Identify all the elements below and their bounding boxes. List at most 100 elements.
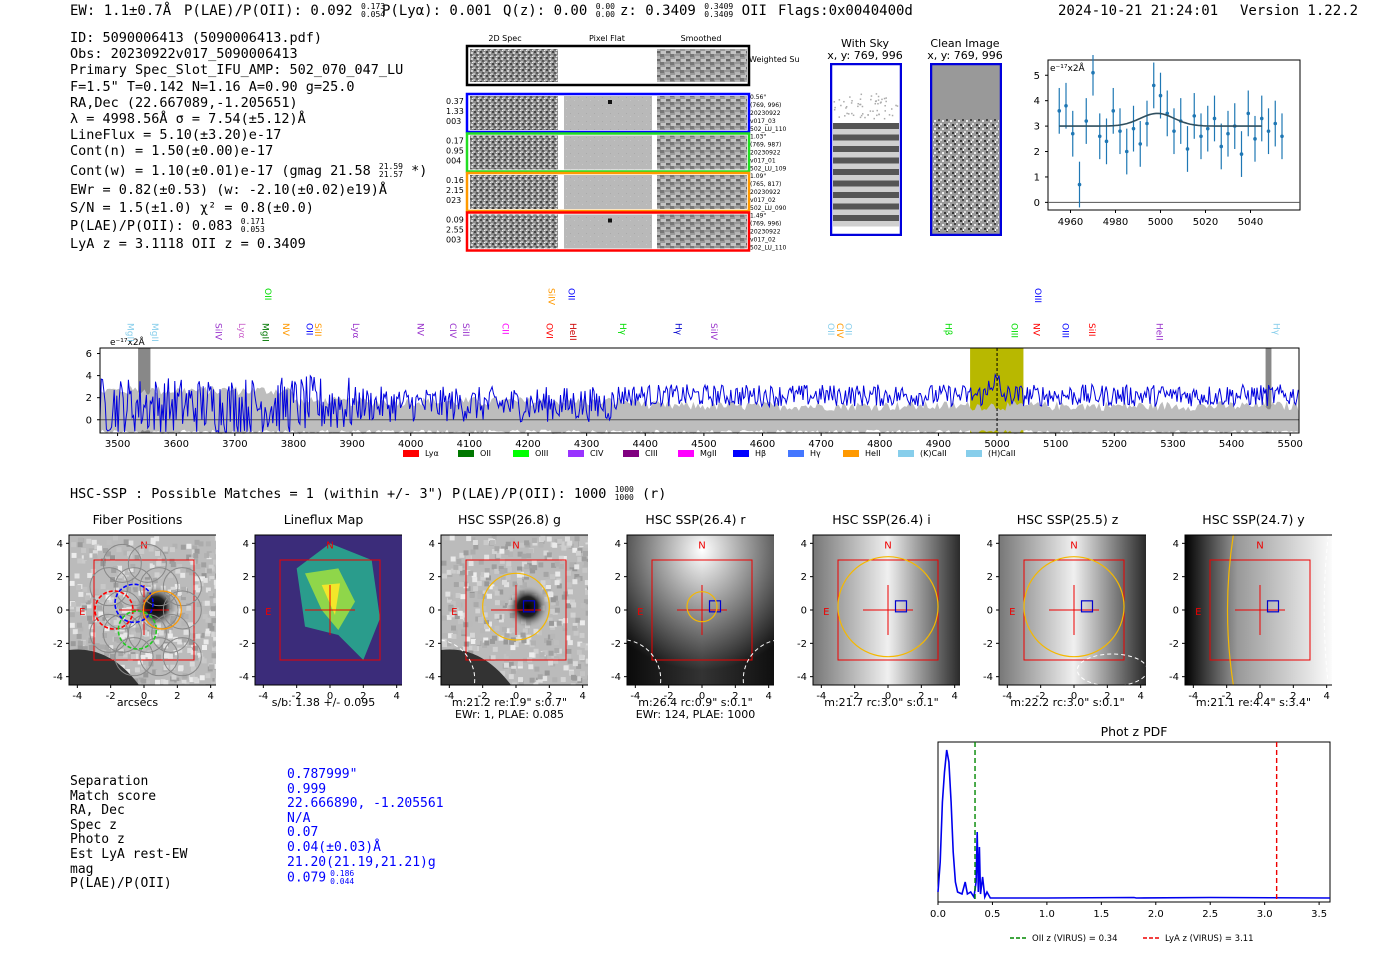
- cutout-noise: [507, 546, 513, 552]
- cutout-noise: [72, 629, 78, 635]
- cutout-noise: [570, 683, 576, 685]
- cutout-noise: [477, 590, 483, 596]
- cutout-noise: [140, 654, 146, 660]
- cutout-noise: [500, 600, 506, 606]
- cutout-noise: [455, 592, 461, 598]
- cutout-noise: [160, 679, 166, 685]
- stamp-left-label: 0.37: [446, 97, 464, 106]
- cutout-noise: [499, 613, 505, 619]
- full-xtick-label: 5000: [984, 439, 1009, 450]
- cutout-noise: [106, 540, 112, 546]
- cutout-noise: [478, 559, 484, 565]
- cutout-noise: [537, 677, 543, 683]
- cutout-y-image: N E -4 -4 -2 -2 0 0 2 2 4 4: [1169, 534, 1332, 702]
- cutout-noise: [195, 563, 201, 569]
- stamp-right-label: 20230922: [750, 110, 781, 117]
- spectral-line-label: Lyα: [236, 323, 246, 339]
- cutout-fiber-image: N E -4 -4 -2 -2 0 0 2 2 4 4: [53, 534, 216, 702]
- full-spectrum-plot: 0 2 4 6 3500 3600 3700 3800 3900 4000 4100 4200 4300…: [86, 288, 1303, 458]
- sky-speck: [884, 110, 886, 112]
- cutout-noise: [201, 573, 207, 579]
- cutout-title: HSC SSP(26.4) r: [645, 512, 746, 527]
- cutout-noise: [491, 535, 497, 541]
- cutout-noise: [94, 544, 100, 550]
- cutout-noise: [533, 680, 539, 685]
- cutout-noise: [114, 627, 120, 633]
- north-label: N: [884, 540, 891, 551]
- cutout-noise: [566, 603, 572, 609]
- cutout-noise: [548, 660, 554, 666]
- cutout-noise: [580, 603, 586, 609]
- sky-speck: [885, 97, 887, 99]
- cutout-noise: [105, 551, 111, 557]
- cutout-noise: [123, 539, 129, 545]
- match-box: [1266, 600, 1280, 613]
- legend-label: (H)CaII: [988, 449, 1015, 458]
- cutout-noise: [582, 567, 588, 573]
- cutout-ytick-label: -2: [797, 639, 807, 650]
- stamp-right-label: 502_LU_109: [750, 166, 787, 173]
- info-plae-hi: 0.171: [240, 217, 265, 227]
- cutout-noise: [569, 562, 575, 568]
- full-xtick-label: 3600: [163, 439, 188, 450]
- cutout-noise: [500, 670, 506, 676]
- spectral-line-label: CIV: [834, 323, 844, 339]
- cutout-dark-corner: [441, 649, 511, 685]
- cutout-noise: [454, 607, 460, 613]
- east-label: E: [1195, 607, 1201, 618]
- sky-speck: [884, 104, 886, 107]
- east-label: E: [265, 607, 271, 618]
- north-label: N: [512, 540, 519, 551]
- cutout-noise: [465, 569, 471, 575]
- cutout-noise: [584, 580, 588, 586]
- cutout-noise: [170, 562, 176, 568]
- zoom-point: [1192, 114, 1197, 118]
- match-box: [894, 600, 908, 613]
- match-value-text: 0.04(±0.03)Å: [287, 839, 381, 855]
- cutout-noise: [71, 542, 77, 548]
- cutout-noise: [69, 580, 75, 586]
- cutout-noise: [504, 632, 510, 638]
- spectral-line-marker: CIV: [834, 323, 844, 339]
- north-label: N: [326, 540, 333, 551]
- header-qz-lo: 0.00: [595, 10, 615, 19]
- cutout-noise: [214, 535, 216, 541]
- cutout-noise: [580, 536, 586, 542]
- cutout-noise: [210, 681, 216, 685]
- spectral-line-marker: NV: [415, 323, 425, 337]
- cutout-noise: [519, 542, 525, 548]
- spectral-line-marker: OIII: [1032, 288, 1042, 303]
- cutout-noise: [205, 628, 211, 634]
- zoom-point: [1199, 134, 1203, 139]
- cutout-noise: [199, 632, 205, 638]
- cutout-noise: [154, 572, 160, 578]
- cutout-noise: [89, 552, 95, 558]
- full-ytick-label: 0: [86, 415, 92, 426]
- zoom-point: [1111, 109, 1116, 113]
- cutout-noise: [83, 555, 89, 561]
- cutout-noise: [562, 620, 568, 626]
- cutout-xtick-label: -4: [816, 691, 826, 702]
- legend-label: CIII: [645, 449, 658, 458]
- cutout-noise: [483, 624, 489, 630]
- zoom-point: [1151, 83, 1156, 88]
- zoom-point: [1172, 129, 1176, 133]
- sky-speck: [845, 105, 848, 108]
- zoom-ytick-label: 4: [1034, 96, 1040, 107]
- cutout-noise: [190, 649, 196, 655]
- cutout-title: HSC SSP(26.8) g: [458, 512, 561, 527]
- sky-speck: [878, 113, 880, 116]
- cutout-noise: [175, 568, 181, 574]
- cutout-noise: [88, 548, 94, 554]
- zoom-point: [1131, 126, 1136, 131]
- cutout-noise: [450, 556, 456, 562]
- hsc-header: HSC-SSP : Possible Matches = 1 (within +…: [70, 486, 666, 503]
- cutout-noise: [517, 566, 523, 572]
- north-label: N: [1070, 540, 1077, 551]
- match-value: 0.079 0.186 0.044: [287, 870, 444, 886]
- cutout-noise: [585, 610, 588, 616]
- cutout-title: Fiber Positions: [92, 512, 183, 527]
- cutout-noise: [575, 617, 581, 623]
- cutout-noise: [170, 664, 176, 670]
- cutout-noise: [207, 623, 213, 629]
